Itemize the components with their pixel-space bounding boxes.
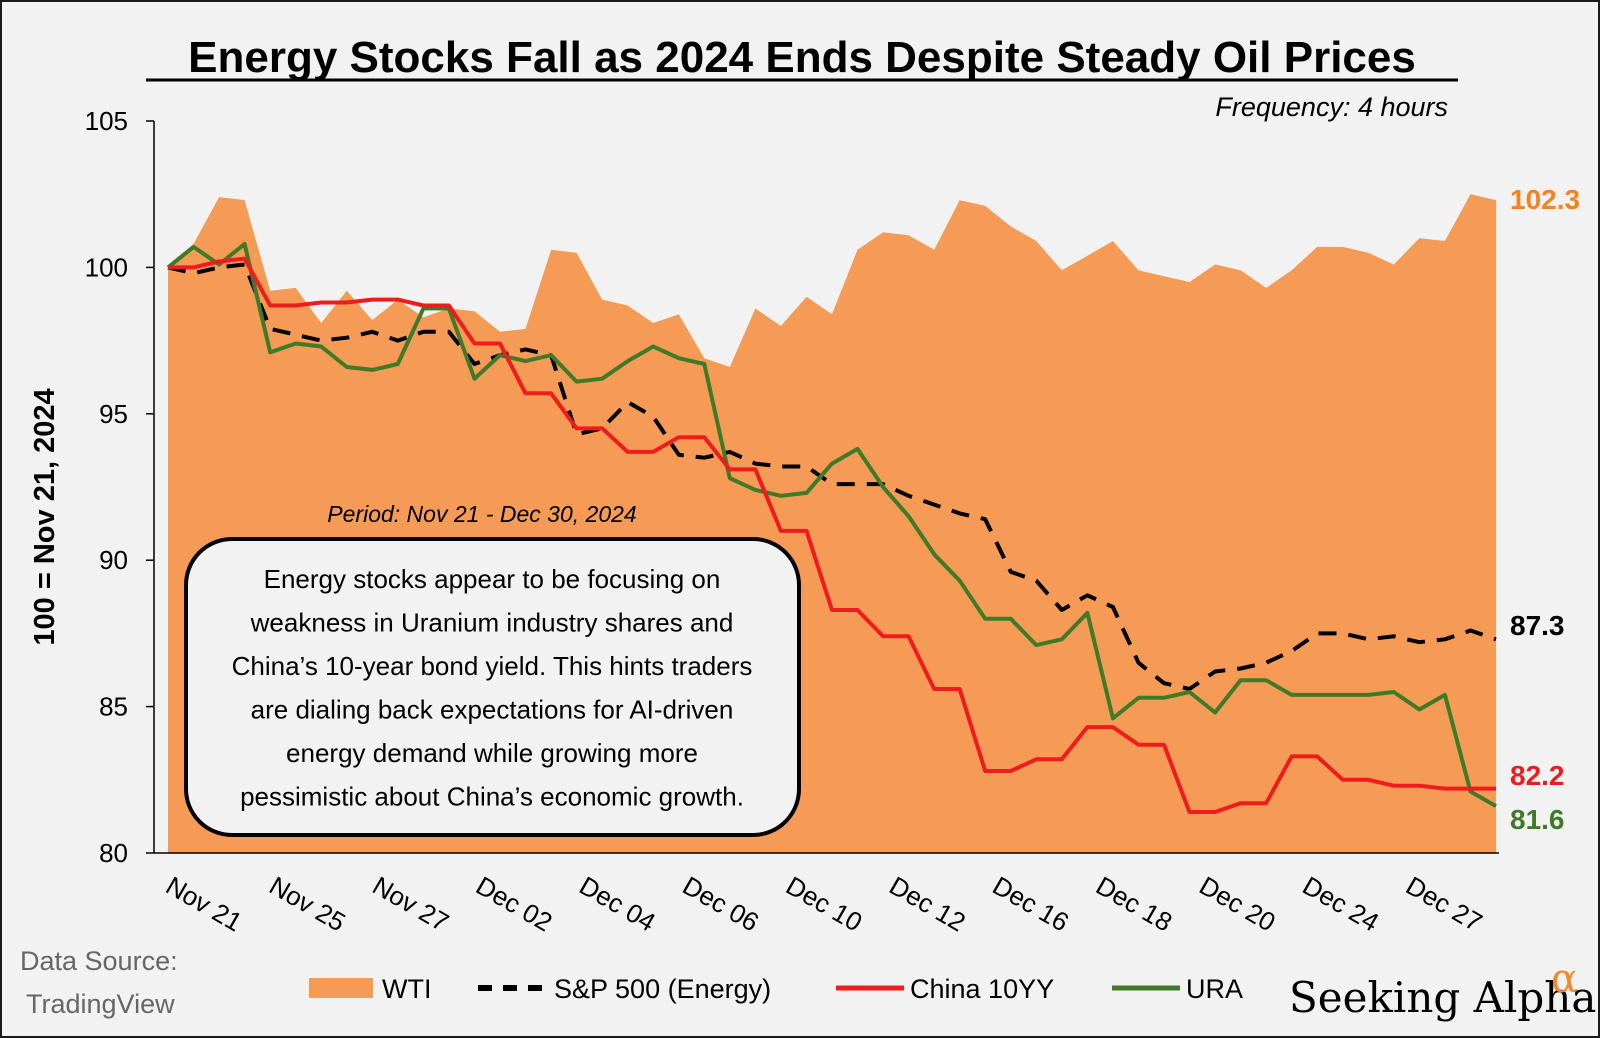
series-lines-layer	[166, 242, 1497, 814]
series-line-s-p-500-energy	[167, 262, 1497, 691]
y-tick-label: 90	[99, 545, 128, 575]
y-axis-label: 100 = Nov 21, 2024	[29, 388, 61, 645]
y-tick-label: 95	[99, 399, 128, 429]
x-tick-label: Nov 27	[368, 870, 454, 937]
callout-line: pessimistic about China’s economic growt…	[240, 782, 744, 812]
y-tick-label: 80	[99, 838, 128, 868]
chart-title: Energy Stocks Fall as 2024 Ends Despite …	[188, 33, 1416, 82]
callout-line: are dialing back expectations for AI-dri…	[251, 695, 734, 725]
callout-text: Energy stocks appear to be focusing on we…	[232, 564, 753, 812]
legend-swatch-wti	[309, 978, 373, 998]
brand-logo: Seeking Alpha	[1289, 973, 1596, 1022]
source-line-2: TradingView	[26, 989, 175, 1019]
callout-line: Energy stocks appear to be focusing on	[264, 564, 721, 594]
x-tick-label: Dec 06	[678, 870, 764, 937]
legend-label-sp500: S&P 500 (Energy)	[554, 974, 771, 1004]
x-tick-label: Dec 10	[781, 870, 867, 937]
series-line-china-10yy	[168, 256, 1496, 814]
end-label-china-10yy: 82.2	[1510, 760, 1565, 791]
callout-box	[184, 537, 801, 837]
x-axis-ticks: Nov 21 Nov 25 Nov 27 Dec 02 Dec 04 Dec 06 Dec …	[161, 870, 1487, 937]
x-tick-label: Dec 27	[1401, 870, 1487, 937]
legend-label-ura: URA	[1186, 974, 1243, 1004]
legend-label-wti: WTI	[382, 974, 431, 1004]
period-note: Period: Nov 21 - Dec 30, 2024	[327, 501, 636, 527]
axes	[153, 121, 1499, 854]
end-label-s-p-500-energy: 87.3	[1510, 610, 1565, 641]
x-tick-label: Dec 02	[471, 870, 557, 937]
x-tick-label: Dec 16	[988, 870, 1074, 937]
callout-line: weakness in Uranium industry shares and	[250, 608, 734, 638]
end-value-labels: 102.3 87.3 82.2 81.6	[1510, 184, 1580, 835]
source-line-1: Data Source:	[20, 946, 178, 976]
callout-line: energy demand while growing more	[286, 738, 698, 768]
end-label-ura: 81.6	[1510, 804, 1565, 835]
legend-label-china: China 10YY	[910, 974, 1054, 1004]
y-axis-ticks: 80 85 90 95 100 105	[85, 106, 154, 868]
x-tick-label: Dec 24	[1298, 870, 1384, 937]
x-tick-label: Dec 04	[574, 870, 660, 937]
x-tick-label: Dec 18	[1091, 870, 1177, 937]
x-tick-label: Nov 21	[161, 870, 247, 937]
x-tick-label: Dec 12	[884, 870, 970, 937]
x-tick-label: Nov 25	[264, 870, 350, 937]
y-tick-label: 85	[99, 692, 128, 722]
end-label-wti: 102.3	[1510, 184, 1580, 215]
callout-line: China’s 10-year bond yield. This hints t…	[232, 651, 753, 681]
brand-alpha-symbol: α	[1551, 956, 1578, 1002]
y-tick-label: 100	[85, 252, 128, 282]
series-line-ura	[166, 242, 1497, 808]
chart-subtitle: Frequency: 4 hours	[1215, 92, 1448, 122]
x-tick-label: Dec 20	[1194, 870, 1280, 937]
legend: WTI S&P 500 (Energy) China 10YY URA	[309, 974, 1243, 1004]
y-tick-label: 105	[85, 106, 128, 136]
